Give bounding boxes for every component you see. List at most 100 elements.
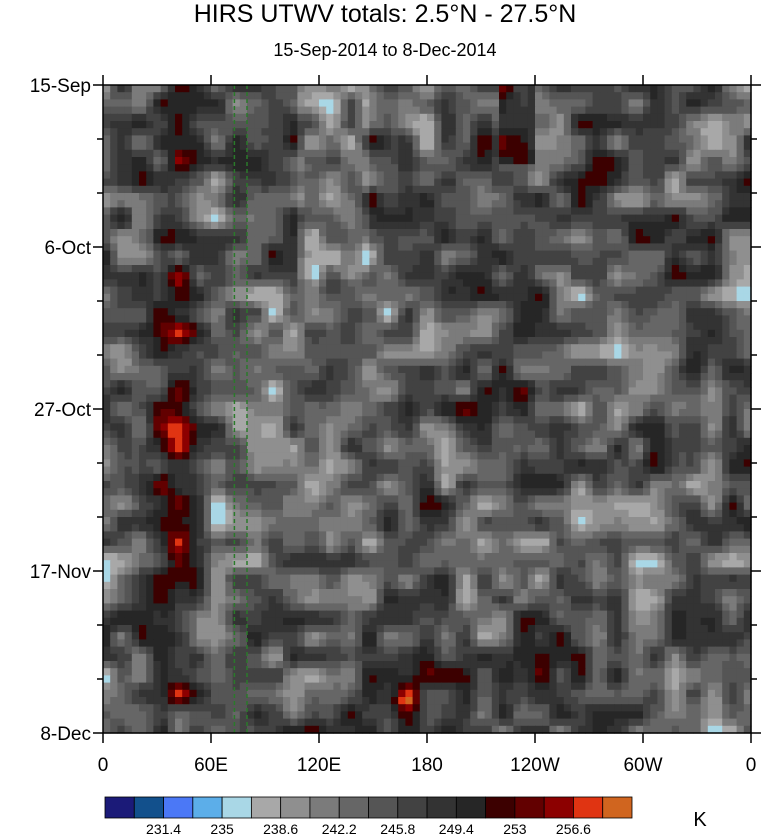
field-cell <box>376 380 385 388</box>
field-cell <box>477 272 486 280</box>
field-cell <box>599 430 608 439</box>
field-cell <box>635 430 644 439</box>
field-cell <box>189 387 198 396</box>
field-cell <box>398 481 406 489</box>
field-cell <box>491 401 500 410</box>
field-cell <box>153 121 162 129</box>
field-cell <box>657 106 666 115</box>
field-cell <box>527 171 536 180</box>
field-cell <box>470 322 478 331</box>
field-cell <box>607 236 615 244</box>
field-cell <box>635 293 644 302</box>
field-cell <box>412 301 421 309</box>
field-cell <box>124 459 133 468</box>
field-cell <box>218 157 226 165</box>
field-cell <box>671 193 680 201</box>
field-cell <box>239 149 248 158</box>
field-cell <box>434 401 442 410</box>
field-cell <box>412 135 421 144</box>
field-cell <box>679 99 687 108</box>
field-cell <box>470 301 478 309</box>
field-cell <box>715 207 723 216</box>
field-cell <box>585 430 594 439</box>
field-cell <box>117 236 126 244</box>
field-cell <box>686 401 694 410</box>
field-cell <box>232 229 241 237</box>
field-cell <box>491 387 500 396</box>
field-cell <box>333 236 342 244</box>
field-cell <box>643 229 651 237</box>
field-cell <box>693 430 702 439</box>
field-cell <box>571 301 579 309</box>
field-cell <box>463 459 471 468</box>
field-cell <box>311 214 320 223</box>
field-cell <box>261 92 270 100</box>
field-cell <box>463 214 471 223</box>
field-cell <box>369 265 378 273</box>
field-cell <box>275 157 284 165</box>
field-cell <box>463 344 471 352</box>
field-cell <box>383 164 392 172</box>
field-cell <box>110 423 118 432</box>
field-cell <box>679 344 687 352</box>
field-cell <box>304 193 313 201</box>
field-cell <box>542 315 550 324</box>
field-cell <box>578 272 586 280</box>
field-cell <box>463 373 471 381</box>
field-cell <box>549 214 558 223</box>
field-cell <box>239 286 248 295</box>
field-cell <box>441 178 450 187</box>
field-cell <box>722 358 730 367</box>
field-cell <box>196 387 205 396</box>
field-cell <box>383 265 392 273</box>
field-cell <box>160 459 169 468</box>
field-cell <box>412 157 421 165</box>
field-cell <box>679 315 687 324</box>
field-cell <box>693 178 702 187</box>
field-cell <box>707 171 716 180</box>
field-cell <box>297 279 306 288</box>
field-cell <box>671 401 680 410</box>
field-cell <box>153 113 162 122</box>
field-cell <box>729 358 738 367</box>
field-cell <box>671 365 680 374</box>
field-cell <box>383 272 392 280</box>
field-cell <box>520 293 529 302</box>
field-cell <box>412 430 421 439</box>
field-cell <box>513 315 522 324</box>
field-cell <box>362 185 370 194</box>
field-cell <box>283 387 291 396</box>
field-cell <box>362 409 370 417</box>
field-cell <box>743 409 752 417</box>
field-cell <box>578 85 586 93</box>
field-cell <box>700 265 709 273</box>
field-cell <box>333 193 342 201</box>
field-cell <box>729 106 738 115</box>
field-cell <box>427 437 435 446</box>
field-cell <box>117 430 126 439</box>
field-cell <box>419 207 428 216</box>
field-cell <box>715 193 723 201</box>
field-cell <box>347 337 356 345</box>
field-cell <box>513 171 522 180</box>
field-cell <box>578 185 586 194</box>
field-cell <box>650 409 658 417</box>
field-cell <box>686 171 694 180</box>
field-cell <box>592 279 601 288</box>
field-cell <box>635 279 644 288</box>
field-cell <box>117 272 126 280</box>
field-cell <box>578 221 586 230</box>
field-cell <box>578 401 586 410</box>
field-cell <box>268 358 277 367</box>
field-cell <box>182 437 190 446</box>
field-cell <box>434 135 442 144</box>
field-cell <box>628 229 637 237</box>
field-cell <box>347 157 356 165</box>
field-cell <box>599 99 608 108</box>
field-cell <box>427 178 435 187</box>
field-cell <box>671 272 680 280</box>
field-cell <box>707 301 716 309</box>
field-cell <box>722 344 730 352</box>
field-cell <box>290 236 298 244</box>
field-cell <box>347 329 356 338</box>
